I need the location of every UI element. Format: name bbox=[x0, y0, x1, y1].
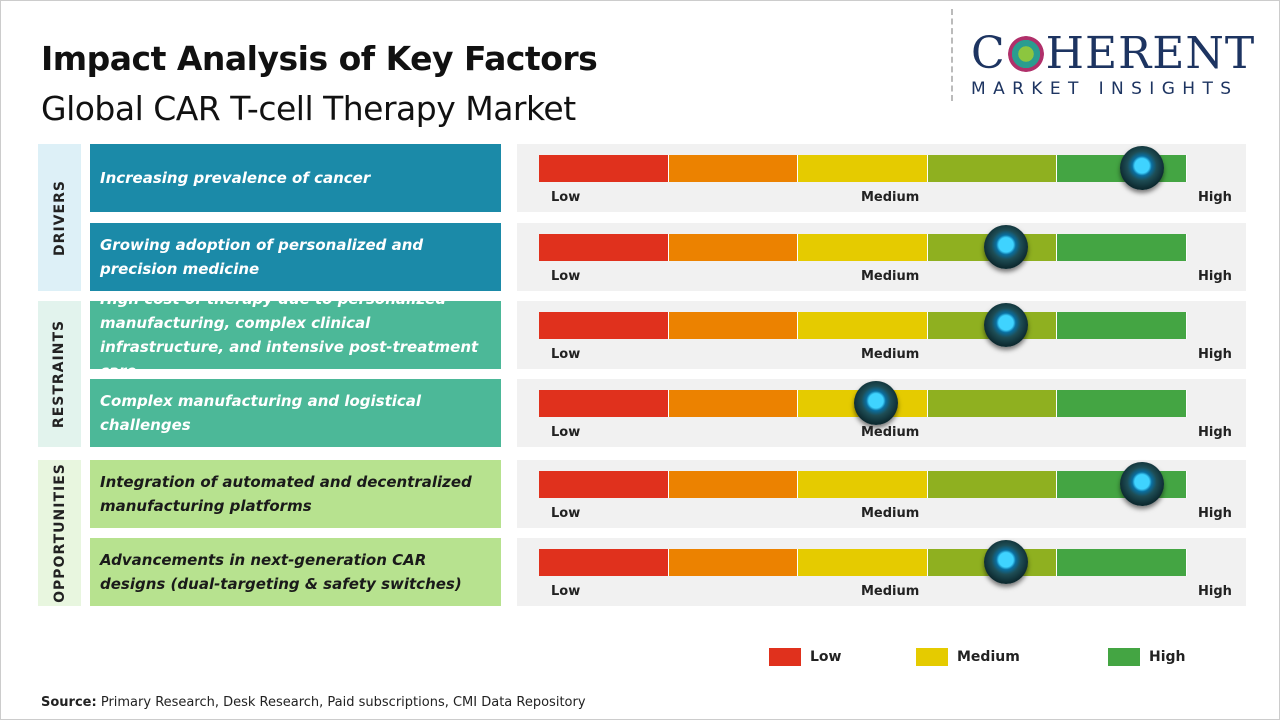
impact-gauge: Low Medium High bbox=[517, 460, 1246, 528]
impact-gauge: Low Medium High bbox=[517, 538, 1246, 606]
gauge-indicator-knob bbox=[983, 540, 1028, 584]
legend-label: High bbox=[1149, 649, 1186, 665]
gauge-segment bbox=[798, 471, 928, 498]
scale-label-medium: Medium bbox=[861, 584, 920, 599]
source-label: Source: bbox=[41, 695, 97, 710]
gauge-segment bbox=[539, 549, 669, 576]
gauge-segment bbox=[927, 471, 1058, 498]
legend-high: High bbox=[1108, 648, 1186, 666]
page-title: Impact Analysis of Key Factors bbox=[41, 39, 598, 78]
scale-label-medium: Medium bbox=[861, 506, 920, 521]
scale-label-low: Low bbox=[551, 584, 581, 599]
category-restraints: RESTRAINTS bbox=[38, 301, 81, 447]
globe-icon bbox=[1007, 36, 1044, 72]
scale-label-medium: Medium bbox=[861, 347, 920, 362]
gauge-segment bbox=[798, 549, 928, 576]
legend-swatch bbox=[769, 648, 801, 666]
logo-divider bbox=[951, 9, 953, 101]
gauge-bar bbox=[539, 146, 1187, 190]
gauge-segment bbox=[668, 234, 799, 261]
gauge-segment bbox=[539, 155, 669, 182]
legend-medium: Medium bbox=[916, 648, 1020, 666]
gauge-bar bbox=[539, 225, 1187, 269]
gauge-segment bbox=[539, 234, 669, 261]
gauge-segment bbox=[798, 312, 928, 339]
scale-label-medium: Medium bbox=[861, 190, 920, 205]
gauge-segment bbox=[1057, 390, 1187, 417]
scale-label-low: Low bbox=[551, 425, 581, 440]
scale-label-high: High bbox=[1198, 584, 1232, 599]
factor-label: Growing adoption of personalized and pre… bbox=[90, 223, 501, 291]
category-label: RESTRAINTS bbox=[51, 319, 68, 429]
gauge-bar bbox=[539, 381, 1187, 425]
scale-label-high: High bbox=[1198, 269, 1232, 284]
gauge-bar bbox=[539, 303, 1187, 347]
gauge-indicator-knob bbox=[983, 225, 1028, 269]
scale-label-high: High bbox=[1198, 425, 1232, 440]
gauge-segment bbox=[798, 155, 928, 182]
gauge-segment bbox=[927, 155, 1058, 182]
gauge-segment bbox=[668, 155, 799, 182]
category-label: DRIVERS bbox=[51, 179, 68, 256]
gauge-indicator-knob bbox=[983, 303, 1028, 347]
legend-swatch bbox=[1108, 648, 1140, 666]
gauge-segment bbox=[1057, 234, 1187, 261]
legend-label: Medium bbox=[957, 649, 1020, 665]
category-drivers: DRIVERS bbox=[38, 144, 81, 291]
gauge-segment bbox=[539, 312, 669, 339]
impact-gauge: Low Medium High bbox=[517, 144, 1246, 212]
legend-label: Low bbox=[810, 649, 842, 665]
gauge-segment bbox=[539, 471, 669, 498]
factor-label: Integration of automated and decentraliz… bbox=[90, 460, 501, 528]
scale-label-medium: Medium bbox=[861, 425, 920, 440]
factor-label: Increasing prevalence of cancer bbox=[90, 144, 501, 212]
factor-label: High cost of therapy due to personalized… bbox=[90, 290, 501, 380]
gauge-segment bbox=[539, 390, 669, 417]
page-subtitle: Global CAR T-cell Therapy Market bbox=[41, 89, 576, 128]
gauge-indicator-knob bbox=[1119, 146, 1164, 190]
gauge-bar bbox=[539, 540, 1187, 584]
scale-label-high: High bbox=[1198, 506, 1232, 521]
gauge-indicator-knob bbox=[853, 381, 898, 425]
factor-label: Advancements in next-generation CAR desi… bbox=[90, 538, 501, 606]
gauge-segment bbox=[668, 471, 799, 498]
scale-label-low: Low bbox=[551, 269, 581, 284]
scale-label-low: Low bbox=[551, 190, 581, 205]
legend-swatch bbox=[916, 648, 948, 666]
coherent-logo: C HERENT MARKET INSIGHTS bbox=[971, 31, 1261, 100]
factor-label: Complex manufacturing and logistical cha… bbox=[90, 379, 501, 447]
gauge-segment bbox=[927, 390, 1058, 417]
scale-label-high: High bbox=[1198, 190, 1232, 205]
gauge-segment bbox=[798, 234, 928, 261]
scale-label-high: High bbox=[1198, 347, 1232, 362]
source-note: Source: Primary Research, Desk Research,… bbox=[41, 695, 586, 710]
gauge-segment bbox=[1057, 312, 1187, 339]
scale-label-low: Low bbox=[551, 347, 581, 362]
gauge-segment bbox=[668, 549, 799, 576]
gauge-indicator-knob bbox=[1119, 462, 1164, 506]
impact-gauge: Low Medium High bbox=[517, 379, 1246, 447]
scale-label-low: Low bbox=[551, 506, 581, 521]
gauge-segment bbox=[1057, 549, 1187, 576]
gauge-segment bbox=[668, 390, 799, 417]
logo-subtext: MARKET INSIGHTS bbox=[971, 79, 1239, 99]
impact-gauge: Low Medium High bbox=[517, 223, 1246, 291]
gauge-segment bbox=[668, 312, 799, 339]
gauge-bar bbox=[539, 462, 1187, 506]
source-text: Primary Research, Desk Research, Paid su… bbox=[100, 695, 586, 710]
legend-low: Low bbox=[769, 648, 841, 666]
impact-gauge: Low Medium High bbox=[517, 301, 1246, 369]
category-label: OPPORTUNITIES bbox=[51, 463, 68, 603]
category-opportunities: OPPORTUNITIES bbox=[38, 460, 81, 606]
scale-label-medium: Medium bbox=[861, 269, 920, 284]
